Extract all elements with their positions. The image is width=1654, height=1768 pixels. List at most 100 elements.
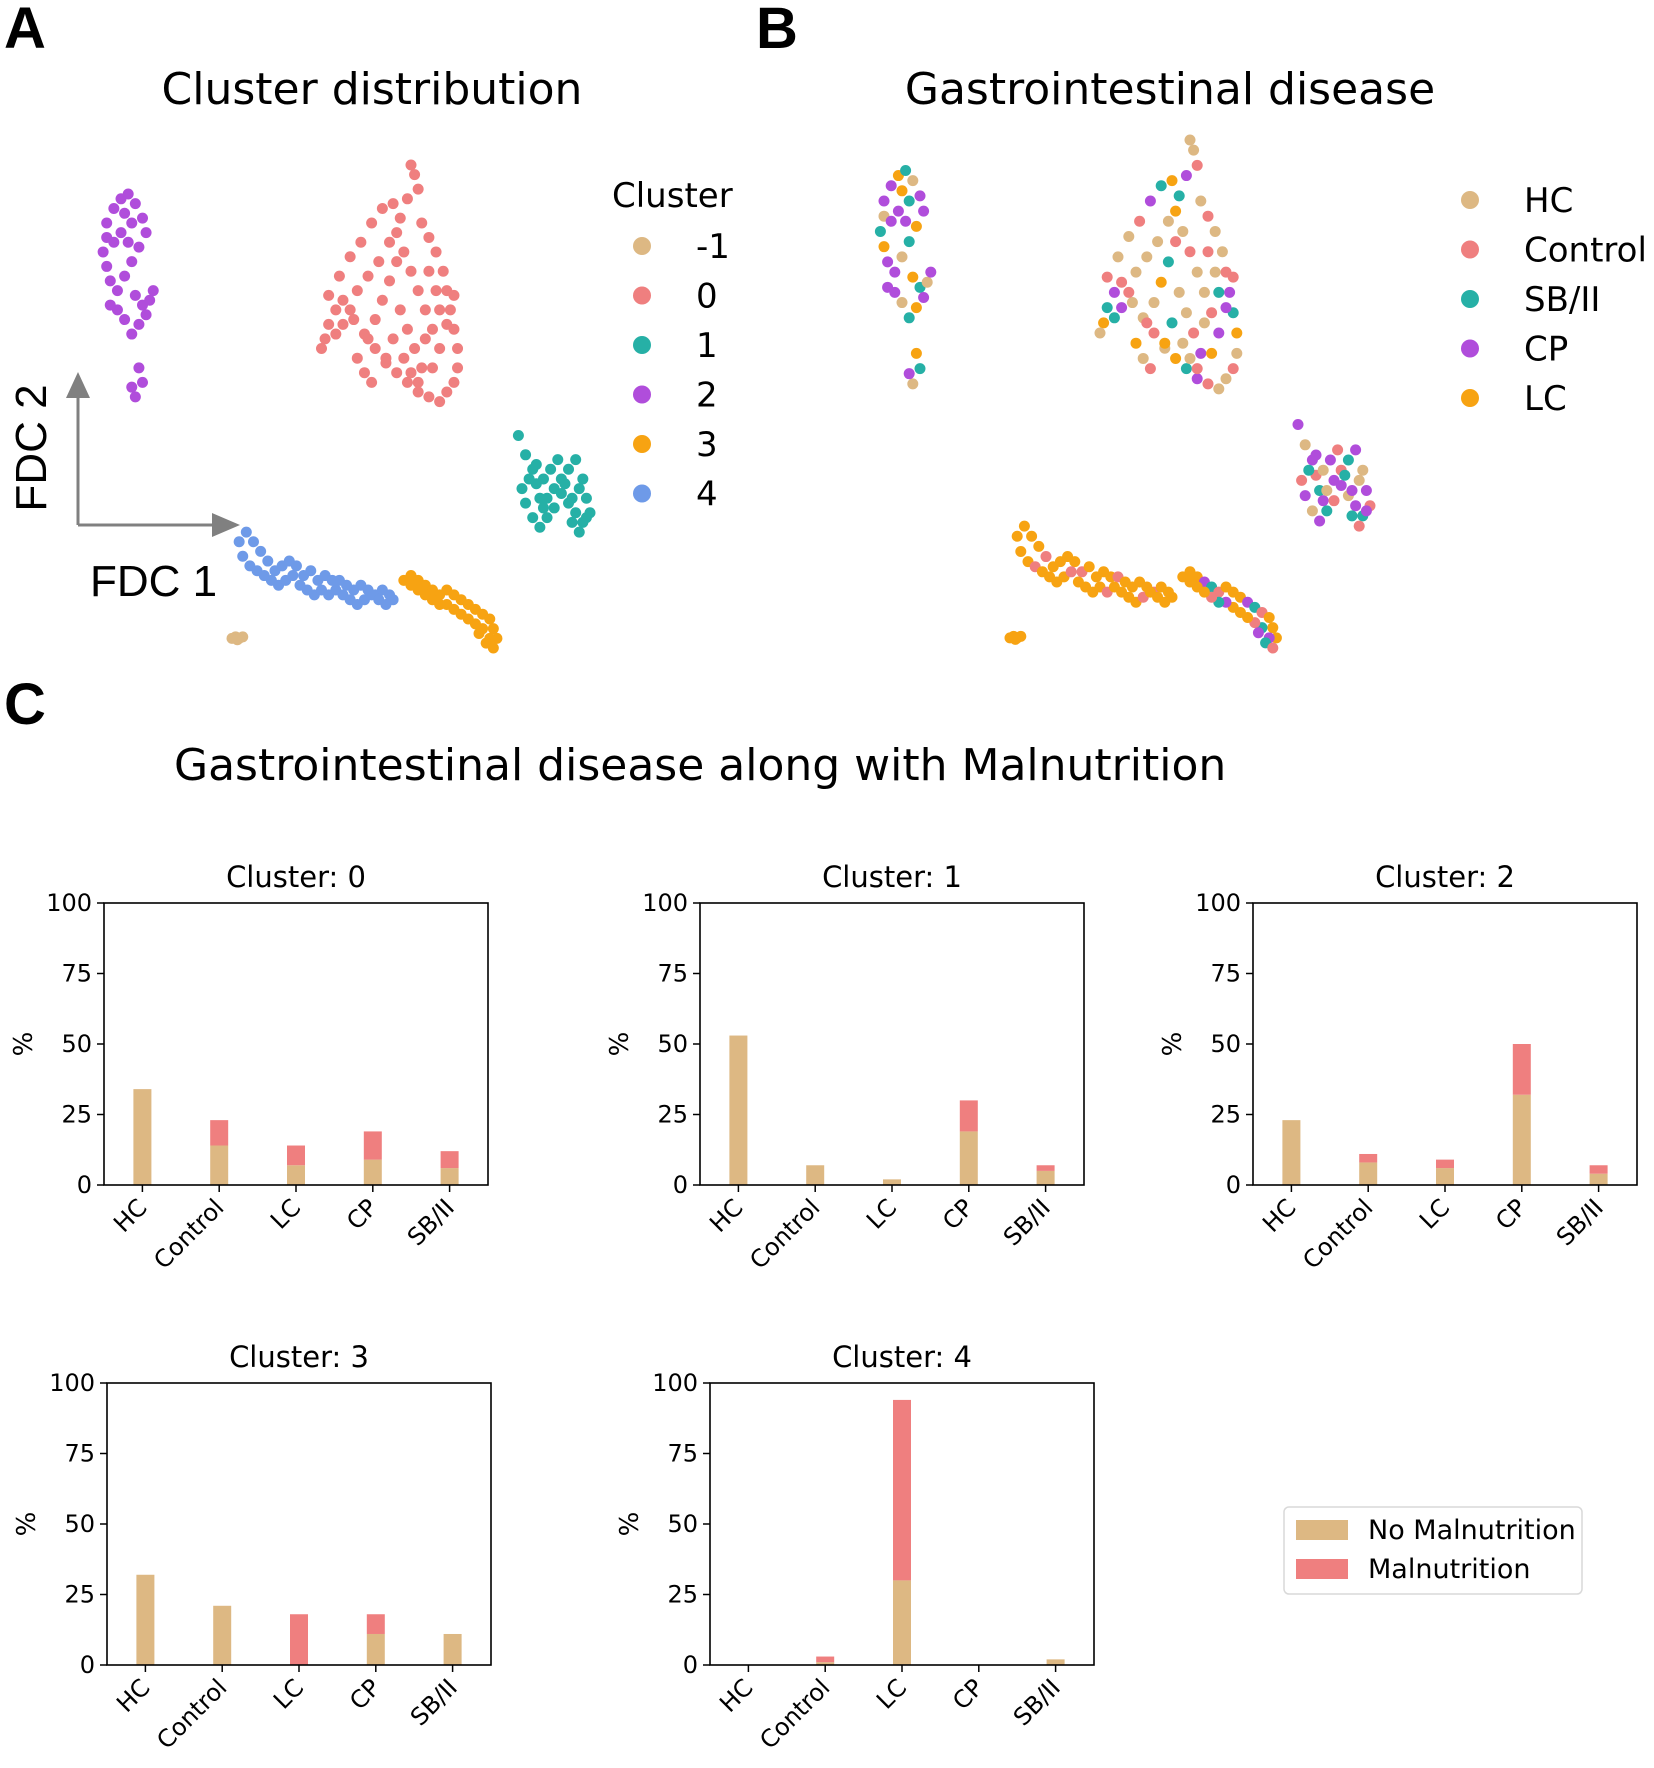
x-tick-label: SB/II [1551, 1193, 1609, 1251]
no-malnutrition-bar [363, 1159, 382, 1185]
x-tick-label: CP [1490, 1193, 1532, 1235]
disease-hc-point [1195, 195, 1207, 207]
malnutrition-bar [210, 1120, 229, 1146]
disease-hc-point [907, 175, 919, 187]
cluster-0-point [330, 304, 342, 316]
cluster-0-point [337, 294, 349, 306]
y-tick-label: 75 [657, 960, 688, 988]
disease-lc-point [910, 302, 922, 314]
cluster-0-point [419, 304, 431, 316]
disease-hc-point [1357, 464, 1369, 476]
disease-sb-ii-point [874, 225, 886, 237]
cluster-0-point [355, 236, 367, 248]
fdc1-arrow-head [212, 513, 240, 537]
disease-sb-ii-point [1303, 464, 1315, 476]
disease-cp-point [925, 266, 937, 278]
cluster-1-point [573, 526, 585, 538]
disease-hc-point [1198, 286, 1210, 298]
no-malnutrition-bar [1512, 1094, 1531, 1185]
disease-legend-item-label: LC [1524, 379, 1567, 419]
cluster-1-point [537, 502, 549, 514]
cluster-2-point [140, 309, 152, 321]
disease-lc-point [1026, 530, 1038, 542]
cluster-2-point [147, 285, 159, 297]
cluster-0-point [423, 265, 435, 277]
y-tick-label: 50 [61, 1030, 92, 1058]
cluster-0-point [366, 217, 378, 229]
disease-hc-point [896, 251, 908, 263]
cluster-0-point [366, 376, 378, 388]
disease-lc-point [907, 271, 919, 283]
disease-sb-ii-point [914, 363, 926, 375]
cluster-0-point [330, 328, 342, 340]
disease-cp-point [1144, 195, 1156, 207]
cluster-legend-item-marker [633, 484, 651, 503]
cluster-0-point [369, 343, 381, 355]
disease-hc-point [1317, 464, 1329, 476]
no-malnutrition-bar [1436, 1168, 1454, 1185]
bar-chart-title: Cluster: 4 [832, 1340, 972, 1374]
disease-cp-point [1350, 444, 1362, 456]
disease-control-point [1328, 495, 1340, 507]
disease-lc-point [1159, 337, 1171, 349]
disease-lc-point [1069, 556, 1081, 568]
cluster-scatter-plot [97, 159, 596, 654]
no-malnutrition-bar [806, 1165, 825, 1185]
cluster-0-point [387, 333, 399, 345]
disease-lc-point [1015, 545, 1027, 557]
disease-legend-item-label: CP [1524, 330, 1568, 370]
cluster-3-point [484, 613, 496, 625]
cluster-2-point [119, 314, 131, 326]
x-tick-label: LC [871, 1673, 912, 1714]
cluster-1-point [541, 492, 553, 504]
cluster-0-point [391, 227, 403, 239]
plot-frame [709, 1382, 1095, 1666]
cluster-1-point [566, 516, 578, 528]
cluster-4-point [290, 560, 302, 572]
cluster-1-point [580, 492, 592, 504]
disease-hc-point [1177, 337, 1189, 349]
cluster-0-point [398, 246, 410, 258]
y-tick-label: 100 [652, 1369, 698, 1397]
disease-lc-point [1170, 352, 1182, 364]
no-malnutrition-bar [1589, 1173, 1608, 1185]
disease-hc-point [1353, 474, 1365, 486]
disease-legend-item-marker [1461, 191, 1479, 209]
disease-hc-point [1152, 236, 1164, 248]
disease-hc-point [1321, 485, 1333, 497]
cluster-0-point [409, 343, 421, 355]
cluster-0-point [448, 289, 460, 301]
disease-control-point [1123, 286, 1135, 298]
bar-chart-title: Cluster: 2 [1375, 860, 1515, 894]
cluster-0-point [398, 352, 410, 364]
panel-c-title: Gastrointestinal disease along with Maln… [174, 740, 1226, 791]
disease-lc-point [1231, 327, 1243, 339]
disease-hc-point [1209, 225, 1221, 237]
cluster-2-point [140, 227, 152, 239]
cluster-4-point [287, 570, 299, 582]
cluster-2-point [129, 198, 141, 210]
cluster-0-point [362, 270, 374, 282]
malnutrition-legend: No Malnutrition Malnutrition [1283, 1506, 1583, 1595]
malnutrition-bar [287, 1145, 305, 1166]
disease-hc-point [1191, 266, 1203, 278]
cluster-4-point [305, 565, 317, 577]
cluster-1-point [577, 473, 589, 485]
disease-legend-item-label: HC [1524, 181, 1573, 221]
cluster-0-point [358, 367, 370, 379]
disease-hc-point [1162, 215, 1174, 227]
y-tick-label: 50 [657, 1030, 688, 1058]
y-tick-label: 50 [667, 1510, 698, 1538]
disease-control-point [1191, 159, 1203, 171]
disease-cp-point [1220, 302, 1232, 314]
disease-cp-point [1292, 418, 1304, 430]
disease-sb-ii-point [1180, 363, 1192, 375]
disease-lc-point [1166, 175, 1178, 187]
cluster-0-point [369, 314, 381, 326]
y-tick-label: 25 [667, 1581, 698, 1609]
fdc1-label: FDC 1 [90, 557, 217, 606]
x-tick-label: Control [1297, 1193, 1378, 1274]
disease-cp-point [1324, 454, 1336, 466]
y-axis-label: % [1158, 1032, 1188, 1057]
no-malnutrition-bar [883, 1179, 901, 1185]
